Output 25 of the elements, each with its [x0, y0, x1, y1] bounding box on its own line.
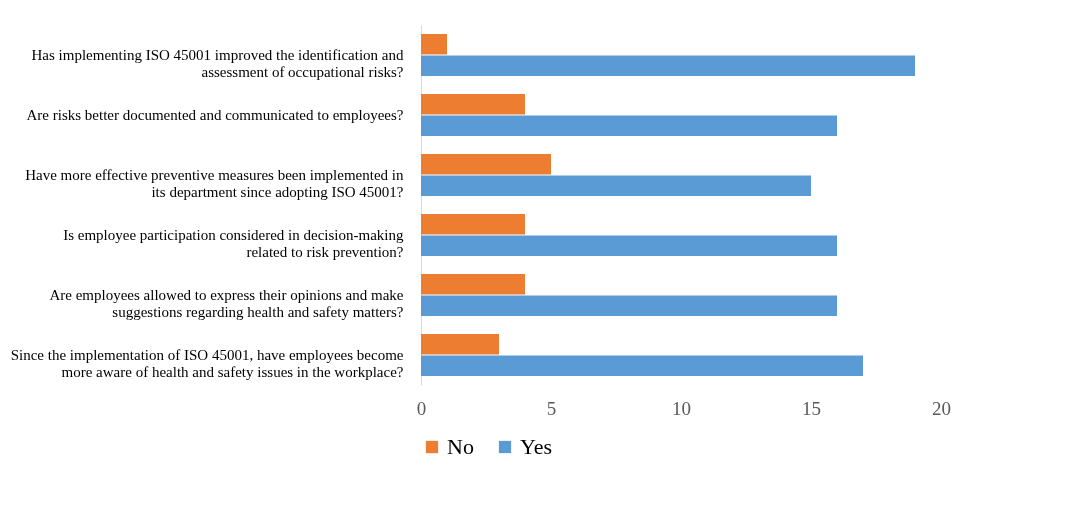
x-tick-label: 15 [802, 397, 821, 419]
legend-label: No [447, 434, 474, 459]
y-tick-label: Has implementing ISO 45001 improved the identification and assessment of occupational risks? [31, 47, 404, 80]
bar [421, 115, 837, 136]
bar [421, 355, 863, 376]
bar [421, 55, 915, 76]
bar [421, 175, 811, 196]
bar [421, 154, 551, 175]
y-tick-label: Have more effective preventive measures been implemented in its department since adopting ISO 45001? [25, 167, 404, 200]
x-tick-label: 5 [546, 397, 557, 419]
bar [421, 34, 447, 55]
bar [421, 214, 525, 235]
bar [421, 295, 837, 316]
bar [421, 235, 837, 256]
bar [421, 94, 525, 115]
x-tick-label: 20 [932, 397, 951, 419]
bar [421, 334, 499, 355]
y-tick-label: Since the implementation of ISO 45001, have employees become more aware of health and safety issues in the workplace? [10, 347, 404, 380]
x-tick-label: 0 [416, 397, 427, 419]
y-tick-label: Are employees allowed to express their opinions and make suggestions regarding health and safety matters? [49, 287, 404, 320]
x-tick-label: 10 [672, 397, 691, 419]
y-tick-label: Are risks better documented and communicated to employees? [26, 107, 404, 123]
bar [421, 274, 525, 295]
y-tick-label: Is employee participation considered in decision-making related to risk prevention? [63, 227, 404, 260]
legend-label: Yes [520, 434, 553, 459]
